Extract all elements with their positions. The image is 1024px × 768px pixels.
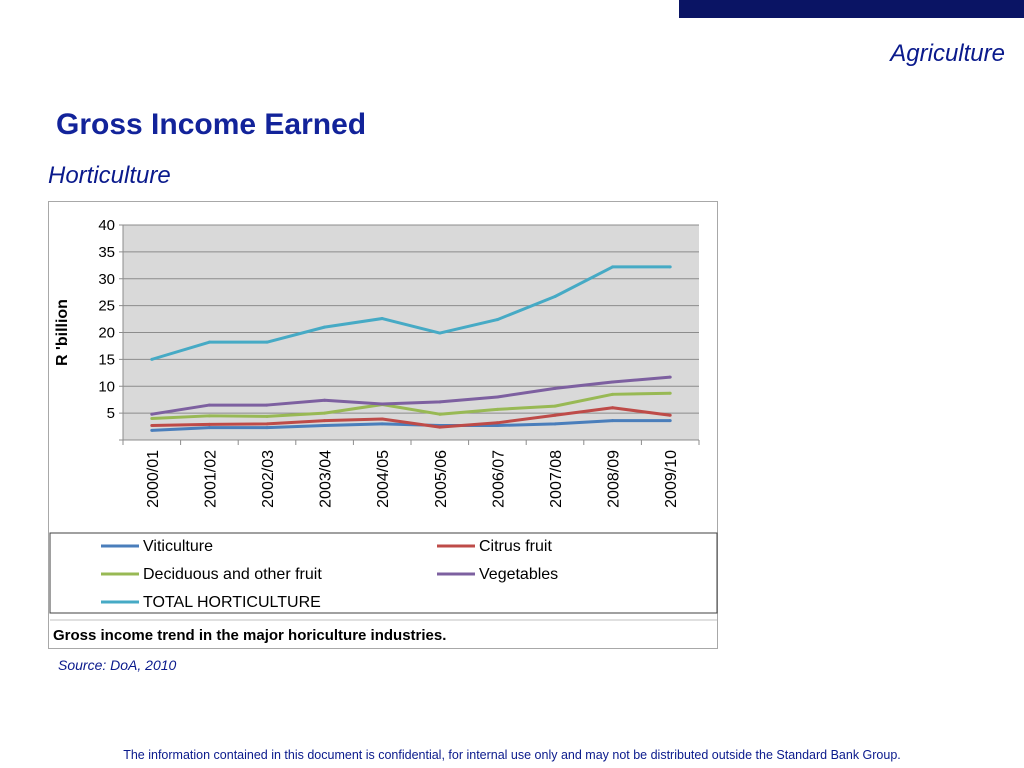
legend-label: Deciduous and other fruit xyxy=(143,566,322,583)
data-point xyxy=(438,400,442,404)
data-point xyxy=(668,391,672,395)
y-axis-label: R 'billion xyxy=(54,299,71,366)
data-point xyxy=(553,386,557,390)
x-tick-label: 2003/04 xyxy=(318,450,335,508)
data-point xyxy=(323,325,327,329)
y-tick-label: 35 xyxy=(98,244,115,261)
data-point xyxy=(265,426,269,430)
data-point xyxy=(611,380,615,384)
x-tick-label: 2004/05 xyxy=(375,450,392,508)
confidentiality-footer: The information contained in this docume… xyxy=(123,748,901,762)
x-tick-label: 2002/03 xyxy=(260,450,277,508)
data-point xyxy=(150,357,154,361)
source-note: Source: DoA, 2010 xyxy=(58,657,177,673)
legend-label: Viticulture xyxy=(143,538,213,555)
data-point xyxy=(207,340,211,344)
legend-label: Citrus fruit xyxy=(479,538,552,555)
data-point xyxy=(668,265,672,269)
data-point xyxy=(380,417,384,421)
data-point xyxy=(150,423,154,427)
data-point xyxy=(380,402,384,406)
data-point xyxy=(553,413,557,417)
y-tick-label: 30 xyxy=(98,271,115,288)
data-point xyxy=(495,395,499,399)
data-point xyxy=(150,428,154,432)
y-tick-label: 5 xyxy=(107,405,115,422)
data-point xyxy=(668,375,672,379)
data-point xyxy=(150,417,154,420)
line-chart: 5 10 15 20 25 30 35 40 R 'billion 2000/01 2001/02 2… xyxy=(49,217,718,644)
series-line-citrus-fruit xyxy=(151,406,671,429)
chart-frame: 5 10 15 20 25 30 35 40 R 'billion 2000/01 2001/02 2… xyxy=(48,201,718,649)
series-line-total-horticulture xyxy=(151,265,671,361)
section-label: Agriculture xyxy=(890,40,1005,67)
data-point xyxy=(380,422,384,426)
data-point xyxy=(611,406,615,410)
data-point xyxy=(207,403,211,407)
data-point xyxy=(265,414,269,418)
data-point xyxy=(553,404,557,408)
page-subtitle: Horticulture xyxy=(48,162,171,189)
data-point xyxy=(495,318,499,322)
brand-bar xyxy=(679,0,1024,18)
data-point xyxy=(207,414,211,418)
y-tick-label: 20 xyxy=(98,325,115,342)
y-tick-label: 40 xyxy=(98,217,115,234)
legend-box xyxy=(49,532,718,614)
x-tick-label: 2008/09 xyxy=(606,450,623,508)
data-point xyxy=(323,419,327,423)
data-point xyxy=(438,331,442,335)
legend-label: Vegetables xyxy=(479,566,558,583)
data-point xyxy=(495,421,499,425)
x-tick-label: 2009/10 xyxy=(663,450,680,508)
x-tick-label: 2001/02 xyxy=(202,450,219,508)
data-point xyxy=(553,294,557,298)
x-tick-label: 2005/06 xyxy=(433,450,450,508)
y-tick-label: 25 xyxy=(98,298,115,315)
series-line-deciduous-and-other-fruit xyxy=(151,391,671,420)
data-point xyxy=(668,413,672,417)
data-point xyxy=(380,317,384,321)
y-tick-label: 10 xyxy=(98,378,115,395)
data-point xyxy=(611,392,615,396)
chart-caption: Gross income trend in the major horicult… xyxy=(53,627,446,644)
data-point xyxy=(611,265,615,269)
x-tick-label: 2000/01 xyxy=(145,450,162,508)
data-point xyxy=(323,423,327,427)
data-point xyxy=(495,423,499,427)
legend-label: TOTAL HORTICULTURE xyxy=(143,594,321,611)
data-point xyxy=(207,426,211,430)
data-point xyxy=(553,422,557,426)
page-title: Gross Income Earned xyxy=(56,108,367,141)
x-tick-label: 2007/08 xyxy=(548,450,565,508)
data-point xyxy=(438,425,442,429)
data-point xyxy=(265,340,269,344)
data-point xyxy=(323,398,327,402)
data-point xyxy=(265,422,269,426)
series-line-viticulture xyxy=(151,419,671,432)
y-tick-label: 15 xyxy=(98,351,115,368)
data-point xyxy=(438,412,442,416)
data-point xyxy=(150,412,154,416)
data-point xyxy=(323,411,327,415)
data-point xyxy=(207,422,211,426)
x-tick-label: 2006/07 xyxy=(490,450,507,508)
data-point xyxy=(611,419,615,423)
data-point xyxy=(495,407,499,411)
series-line-vegetables xyxy=(151,375,671,416)
data-point xyxy=(668,419,672,423)
data-point xyxy=(265,403,269,407)
